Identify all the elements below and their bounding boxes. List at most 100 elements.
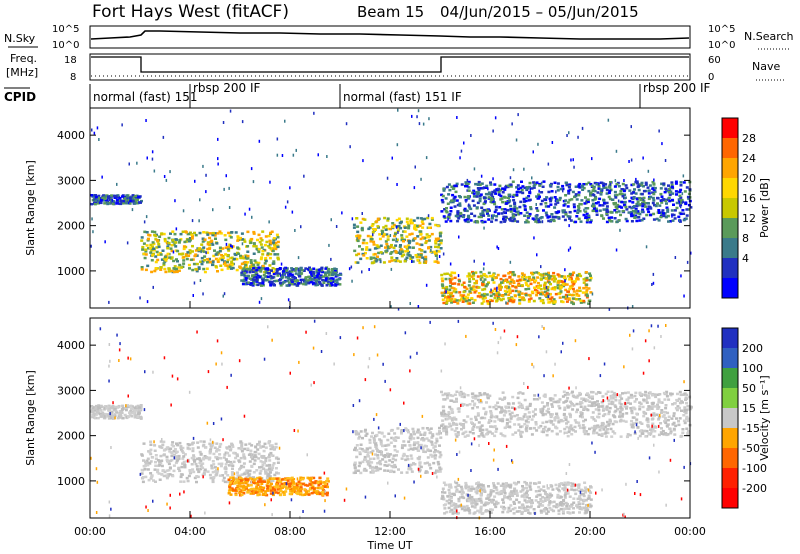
echo-cell (408, 443, 412, 447)
echo-cell (182, 460, 186, 464)
echo-cell (661, 209, 665, 212)
echo-cell (538, 396, 541, 400)
echo-cell (163, 470, 167, 474)
echo-cell (364, 434, 368, 437)
echo-cell (592, 431, 595, 435)
echo-cell (501, 417, 505, 421)
echo-cell (656, 403, 659, 407)
echo-cell (472, 195, 476, 198)
echo-cell (219, 232, 223, 235)
echo-cell (427, 428, 431, 431)
echo-cell (231, 476, 235, 479)
echo-cell (451, 294, 455, 298)
echo-cell (271, 267, 275, 270)
echo-cell (423, 462, 427, 465)
echo-cell (253, 274, 257, 277)
echo-cell (513, 205, 517, 208)
echo-cell (436, 245, 440, 249)
echo-cell (108, 409, 112, 412)
echo-cell (448, 279, 452, 282)
echo-cell (385, 464, 389, 467)
echo-cell (384, 444, 388, 447)
echo-cell (187, 263, 191, 267)
scatter-cell (165, 178, 168, 182)
echo-cell (506, 208, 509, 212)
echo-cell (490, 291, 494, 294)
echo-cell (470, 297, 474, 300)
echo-cell (611, 414, 615, 417)
echo-cell (231, 445, 235, 448)
echo-cell (416, 259, 420, 262)
echo-cell (535, 207, 539, 210)
echo-cell (157, 243, 161, 246)
echo-cell (180, 266, 184, 269)
echo-cell (314, 480, 318, 483)
scatter-cell (413, 186, 416, 190)
cpid-label: CPID (4, 90, 36, 104)
echo-cell (556, 273, 560, 276)
echo-cell (235, 481, 239, 485)
echo-cell (382, 435, 386, 438)
echo-cell (267, 244, 271, 248)
echo-cell (508, 291, 512, 294)
echo-cell (281, 274, 285, 277)
echo-cell (103, 199, 107, 202)
echo-cell (370, 461, 374, 464)
echo-cell (440, 193, 444, 197)
echo-cell (526, 216, 530, 219)
echo-cell (653, 203, 656, 207)
echo-cell (558, 198, 562, 202)
echo-cell (441, 405, 445, 409)
echo-cell (196, 457, 199, 461)
velocity-echoes (90, 319, 693, 520)
scatter-cell (93, 131, 96, 135)
echo-cell (109, 406, 113, 410)
echo-cell (559, 187, 563, 191)
echo-cell (123, 197, 127, 200)
echo-cell (163, 237, 167, 241)
echo-cell (128, 196, 132, 200)
echo-cell (162, 474, 166, 478)
echo-cell (618, 410, 622, 413)
echo-cell (490, 198, 494, 202)
echo-cell (480, 424, 484, 427)
echo-cell (435, 432, 439, 436)
echo-cell (243, 270, 247, 273)
echo-cell (681, 431, 685, 434)
echo-cell (415, 255, 419, 259)
echo-cell (285, 284, 289, 287)
echo-cell (167, 236, 171, 240)
echo-cell (96, 410, 100, 413)
echo-cell (166, 252, 170, 256)
echo-cell (602, 184, 606, 187)
echo-cell (598, 428, 602, 432)
echo-cell (445, 272, 449, 275)
echo-cell (590, 184, 594, 188)
echo-cell (299, 491, 303, 495)
echo-cell (144, 460, 147, 464)
echo-cell (360, 447, 364, 451)
echo-cell (207, 247, 211, 250)
echo-cell (434, 240, 438, 243)
echo-cell (223, 234, 227, 237)
echo-cell (282, 267, 286, 270)
echo-cell (507, 296, 511, 300)
echo-cell (216, 232, 220, 235)
echo-cell (477, 421, 481, 424)
scatter-cell (153, 169, 156, 173)
echo-cell (404, 427, 408, 430)
echo-cell (269, 248, 273, 251)
echo-cell (384, 224, 388, 228)
echo-cell (248, 460, 252, 463)
echo-cell (264, 279, 268, 282)
scatter-cell (468, 203, 470, 207)
echo-cell (288, 482, 292, 485)
echo-cell (425, 233, 429, 236)
echo-cell (141, 248, 145, 251)
echo-cell (491, 278, 495, 282)
echo-cell (263, 480, 266, 483)
echo-cell (256, 263, 260, 267)
echo-cell (634, 207, 638, 211)
echo-cell (262, 273, 266, 277)
echo-cell (430, 436, 434, 439)
